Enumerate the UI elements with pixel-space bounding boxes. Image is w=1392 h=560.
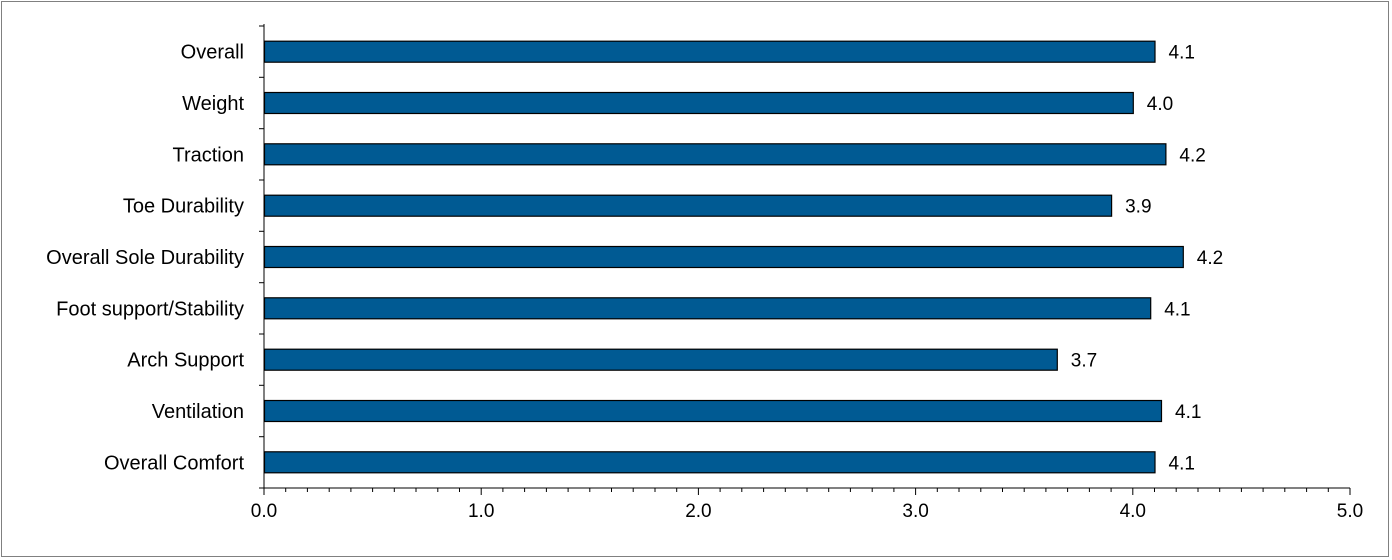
value-label-toe-durability: 3.9: [1125, 197, 1151, 218]
value-label-overall-sole-durability: 4.2: [1197, 248, 1223, 269]
bar-weight: [263, 91, 1134, 115]
value-label-foot-support-stability: 4.1: [1164, 299, 1190, 320]
category-label-traction: Traction: [172, 144, 244, 166]
bar-overall-sole-durability: [263, 245, 1184, 269]
category-label-foot-support-stability: Foot support/Stability: [56, 298, 244, 320]
bar-arch-support: [263, 348, 1058, 371]
bar-traction: [263, 143, 1167, 166]
category-label-overall-comfort: Overall Comfort: [104, 452, 244, 474]
category-label-weight: Weight: [182, 93, 244, 115]
category-label-toe-durability: Toe Durability: [123, 196, 244, 218]
bar-overall: [263, 40, 1156, 63]
x-tick-label-5-0: 5.0: [1337, 501, 1363, 522]
value-label-traction: 4.2: [1179, 145, 1205, 166]
bar-ventilation: [263, 399, 1163, 423]
value-label-arch-support: 3.7: [1071, 351, 1097, 372]
category-label-arch-support: Arch Support: [127, 350, 244, 372]
value-label-overall: 4.1: [1169, 43, 1195, 64]
value-label-overall-comfort: 4.1: [1169, 453, 1195, 474]
value-label-weight: 4.0: [1147, 94, 1173, 115]
value-label-ventilation: 4.1: [1175, 402, 1201, 423]
bar-toe-durability: [263, 194, 1113, 217]
category-label-overall: Overall: [181, 42, 244, 64]
x-tick-label-3-0: 3.0: [902, 501, 928, 522]
x-tick-label-0-0: 0.0: [251, 501, 277, 522]
x-tick-label-2-0: 2.0: [685, 501, 711, 522]
category-label-overall-sole-durability: Overall Sole Durability: [46, 247, 244, 269]
x-tick-label-4-0: 4.0: [1120, 501, 1146, 522]
axes-layer: [259, 24, 1351, 495]
labels-layer: Overall 4.1 Weight 4.0 Traction 4.2 Toe Durabi…: [46, 42, 1363, 522]
category-label-ventilation: Ventilation: [152, 401, 244, 423]
x-tick-label-1-0: 1.0: [468, 501, 494, 522]
bar-overall-comfort: [263, 451, 1156, 474]
bars-layer: [263, 40, 1184, 474]
bar-foot-support-stability: [263, 297, 1152, 320]
